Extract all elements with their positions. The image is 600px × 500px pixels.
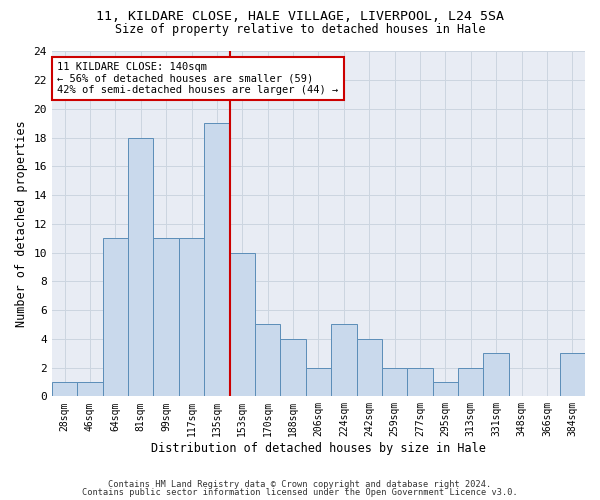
Bar (407, 368, 433, 396)
Bar (255, 324, 280, 396)
Bar (179, 238, 204, 396)
Bar (230, 252, 255, 396)
Text: 11 KILDARE CLOSE: 140sqm
← 56% of detached houses are smaller (59)
42% of semi-d: 11 KILDARE CLOSE: 140sqm ← 56% of detach… (57, 62, 338, 95)
Bar (306, 368, 331, 396)
Bar (52, 382, 77, 396)
Text: 11, KILDARE CLOSE, HALE VILLAGE, LIVERPOOL, L24 5SA: 11, KILDARE CLOSE, HALE VILLAGE, LIVERPO… (96, 10, 504, 23)
Y-axis label: Number of detached properties: Number of detached properties (15, 120, 28, 327)
Bar (103, 238, 128, 396)
Text: Contains public sector information licensed under the Open Government Licence v3: Contains public sector information licen… (82, 488, 518, 497)
Bar (204, 124, 230, 396)
Bar (382, 368, 407, 396)
Bar (154, 238, 179, 396)
Text: Contains HM Land Registry data © Crown copyright and database right 2024.: Contains HM Land Registry data © Crown c… (109, 480, 491, 489)
Bar (77, 382, 103, 396)
Bar (433, 382, 458, 396)
Bar (560, 353, 585, 397)
X-axis label: Distribution of detached houses by size in Hale: Distribution of detached houses by size … (151, 442, 486, 455)
Bar (484, 353, 509, 397)
Bar (458, 368, 484, 396)
Bar (356, 339, 382, 396)
Bar (128, 138, 154, 396)
Bar (280, 339, 306, 396)
Bar (331, 324, 356, 396)
Text: Size of property relative to detached houses in Hale: Size of property relative to detached ho… (115, 22, 485, 36)
